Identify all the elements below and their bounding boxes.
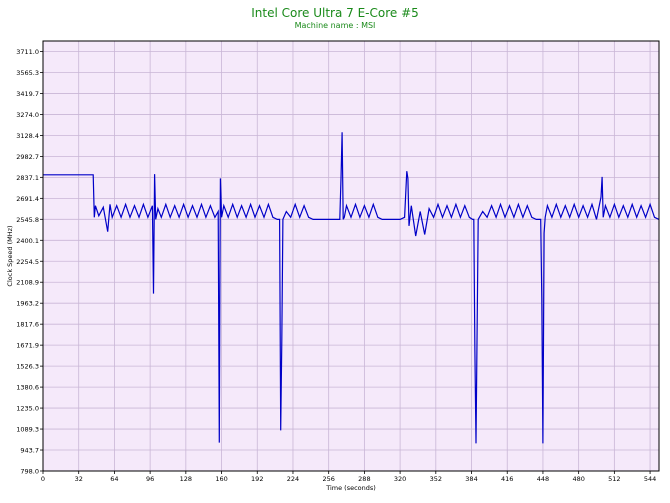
y-axis-label: Clock Speed (MHz) [6, 225, 14, 286]
y-tick-label: 1235.0 [16, 405, 39, 413]
y-tick-label: 2254.5 [16, 258, 39, 266]
chart-title: Intel Core Ultra 7 E-Core #5 [251, 6, 419, 20]
y-tick-label: 2982.7 [16, 153, 39, 161]
y-axis-ticks: 798.0 943.7 1089.3 1235.0 1380.6 1526.3 1671.9… [16, 48, 43, 476]
x-tick-label: 0 [41, 475, 45, 483]
x-tick-label: 512 [608, 475, 620, 483]
x-tick-label: 352 [430, 475, 442, 483]
y-tick-label: 3274.0 [16, 111, 39, 119]
x-tick-label: 256 [322, 475, 334, 483]
x-tick-label: 64 [110, 475, 118, 483]
y-tick-label: 3565.3 [16, 69, 39, 77]
plot-border [42, 40, 660, 472]
x-tick-label: 544 [644, 475, 656, 483]
x-tick-label: 160 [215, 475, 227, 483]
x-tick-label: 128 [180, 475, 192, 483]
y-tick-label: 943.7 [20, 447, 39, 455]
y-tick-label: 3128.4 [16, 132, 39, 140]
y-tick-label: 3419.7 [16, 90, 39, 98]
y-tick-label: 1380.6 [16, 384, 39, 392]
y-tick-label: 2691.4 [16, 195, 39, 203]
x-axis-label: Time (seconds) [325, 484, 376, 492]
y-tick-label: 3711.0 [16, 48, 39, 56]
x-tick-label: 192 [251, 475, 263, 483]
x-tick-label: 224 [287, 475, 299, 483]
x-tick-label: 32 [75, 475, 83, 483]
y-tick-label: 2545.8 [16, 216, 39, 224]
y-tick-label: 1089.3 [16, 426, 39, 434]
y-tick-label: 798.0 [20, 468, 39, 476]
series-layer [43, 132, 660, 444]
plot-area [43, 41, 659, 471]
clock-speed-line [43, 132, 660, 444]
x-tick-label: 288 [358, 475, 370, 483]
x-tick-label: 384 [465, 475, 477, 483]
y-tick-label: 1963.2 [16, 300, 39, 308]
x-tick-label: 96 [146, 475, 154, 483]
chart-subtitle: Machine name : MSI [294, 21, 376, 30]
y-tick-label: 2108.9 [16, 279, 39, 287]
y-tick-label: 1526.3 [16, 363, 39, 371]
y-tick-label: 2400.1 [16, 237, 39, 245]
y-tick-label: 1671.9 [16, 342, 39, 350]
x-tick-label: 320 [394, 475, 406, 483]
y-tick-label: 1817.6 [16, 321, 39, 329]
y-tick-label: 2837.1 [16, 174, 39, 182]
x-tick-label: 448 [537, 475, 549, 483]
x-tick-label: 480 [572, 475, 584, 483]
x-axis-ticks: 0 32 64 96 128 160 192 224 256 288 320 352 384 416 448… [41, 471, 656, 483]
x-tick-label: 416 [501, 475, 513, 483]
